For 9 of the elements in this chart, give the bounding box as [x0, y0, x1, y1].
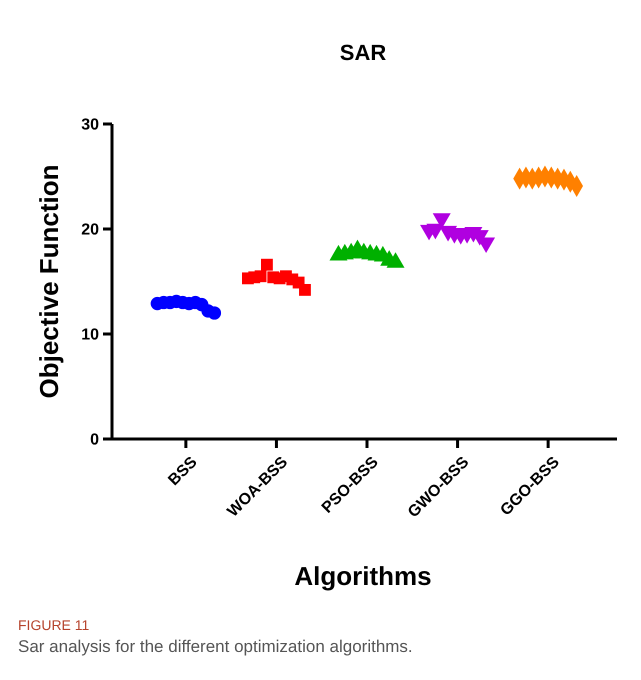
- y-axis-title: Objective Function: [34, 164, 64, 399]
- chart-title: SAR: [340, 40, 386, 65]
- text: Sar analysis for the different optimization algorithms.: [18, 637, 413, 656]
- y-tick-label: 20: [81, 222, 100, 239]
- x-axis-title: Algorithms: [294, 561, 432, 591]
- caption: FIGURE 11: [18, 617, 90, 633]
- y-tick-label: 0: [90, 432, 100, 449]
- y-tick-label: 10: [81, 326, 100, 344]
- y-tick-label: 30: [81, 116, 100, 134]
